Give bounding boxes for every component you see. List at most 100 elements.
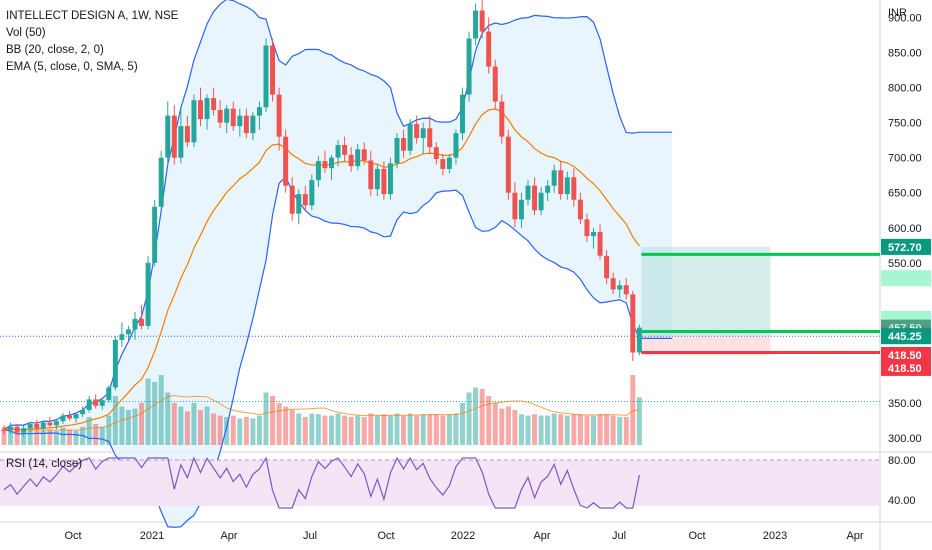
volume-bar <box>125 410 131 445</box>
candle <box>446 154 452 174</box>
candle-body <box>623 285 629 295</box>
candle <box>453 129 459 165</box>
candle <box>250 112 256 141</box>
rsi-legend[interactable]: RSI (14, close) <box>6 458 83 470</box>
time-tick-label: Apr <box>220 530 237 542</box>
volume-bar <box>604 414 610 445</box>
volume-bar <box>545 415 551 445</box>
volume-bar <box>401 415 407 445</box>
candle <box>145 255 151 330</box>
candle-body <box>86 399 92 410</box>
candle-body <box>152 206 158 263</box>
candle <box>518 192 524 228</box>
volume-bar <box>440 415 446 445</box>
stop-zone <box>641 336 771 355</box>
price-tag-bg <box>881 328 931 345</box>
candle <box>276 87 282 151</box>
candle <box>204 94 210 130</box>
candle-body <box>401 138 407 151</box>
legend-ema[interactable]: EMA (5, close, 0, SMA, 5) <box>6 61 138 73</box>
volume-bar <box>414 415 420 445</box>
candle-body <box>302 194 308 206</box>
volume-bar <box>427 414 433 445</box>
candle-body <box>499 101 505 137</box>
candle-body <box>525 185 531 200</box>
volume-bar <box>348 417 354 445</box>
legend-symbol[interactable]: INTELLECT DESIGN A, 1W, NSE <box>6 10 179 22</box>
candle-body <box>204 98 210 120</box>
volume-bar <box>374 415 380 445</box>
currency-label: INR <box>888 7 907 19</box>
volume-bar <box>564 415 570 445</box>
candle <box>322 150 328 174</box>
candle <box>283 129 289 193</box>
candle-body <box>60 415 66 422</box>
candle <box>289 177 295 221</box>
volume-bar <box>597 414 603 445</box>
volume-bar <box>584 415 590 445</box>
volume-bar <box>191 403 197 445</box>
candle-body <box>27 423 33 429</box>
candle <box>532 177 538 216</box>
candle <box>473 3 479 46</box>
price-tick-label: 700.00 <box>888 153 922 165</box>
candle-body <box>420 128 426 139</box>
candle-body <box>453 133 459 158</box>
volume-bar <box>433 414 439 445</box>
candle <box>617 280 623 298</box>
candle <box>623 278 629 300</box>
price-tick-label: 850.00 <box>888 48 922 60</box>
candle-body <box>427 128 433 148</box>
volume-bar <box>420 414 426 445</box>
volume-bar <box>198 410 203 445</box>
volume-bar <box>270 396 276 445</box>
volume-bar <box>453 413 459 445</box>
candle <box>171 105 177 165</box>
candle-body <box>237 115 243 127</box>
candle-body <box>47 422 53 426</box>
volume-bar <box>630 375 636 445</box>
volume-bar <box>47 429 53 445</box>
target-zone <box>641 246 771 337</box>
candle-body <box>270 45 276 95</box>
price-tag: 418.50 <box>888 363 922 375</box>
volume-bar <box>466 392 472 445</box>
candle <box>315 156 321 188</box>
candle <box>499 94 505 144</box>
volume-bar <box>551 413 557 445</box>
time-tick-label: Apr <box>533 530 550 542</box>
rsi-tick-label: 40.00 <box>888 495 916 507</box>
candle-body <box>381 168 387 195</box>
candle-body <box>106 387 112 401</box>
candle-body <box>597 231 603 256</box>
bollinger-fill <box>4 0 673 528</box>
chart-legend: INTELLECT DESIGN A, 1W, NSE Vol (50) BB … <box>6 8 178 76</box>
candle-body <box>21 428 27 433</box>
legend-bollinger[interactable]: BB (20, close, 2, 0) <box>6 44 104 56</box>
price-tick-label: 600.00 <box>888 223 922 235</box>
candle <box>217 100 223 129</box>
candle <box>374 164 380 197</box>
candle-body <box>80 409 86 415</box>
candle-body <box>394 138 400 164</box>
volume-bar <box>329 415 334 445</box>
price-tick-label: 900.00 <box>888 13 922 25</box>
candle-body <box>591 231 596 237</box>
candle <box>178 108 184 164</box>
legend-volume[interactable]: Vol (50) <box>6 27 46 39</box>
candle-body <box>486 31 492 67</box>
candle <box>440 154 446 176</box>
volume-bar <box>636 397 642 445</box>
candle-body <box>407 124 413 151</box>
candle <box>47 416 53 428</box>
price-tag: 418.50 <box>888 350 922 362</box>
volume-bar <box>499 408 505 445</box>
volume-bar <box>302 417 308 445</box>
volume-bar <box>617 417 623 445</box>
candle <box>112 336 118 391</box>
candle <box>230 101 236 132</box>
candle <box>329 154 334 181</box>
